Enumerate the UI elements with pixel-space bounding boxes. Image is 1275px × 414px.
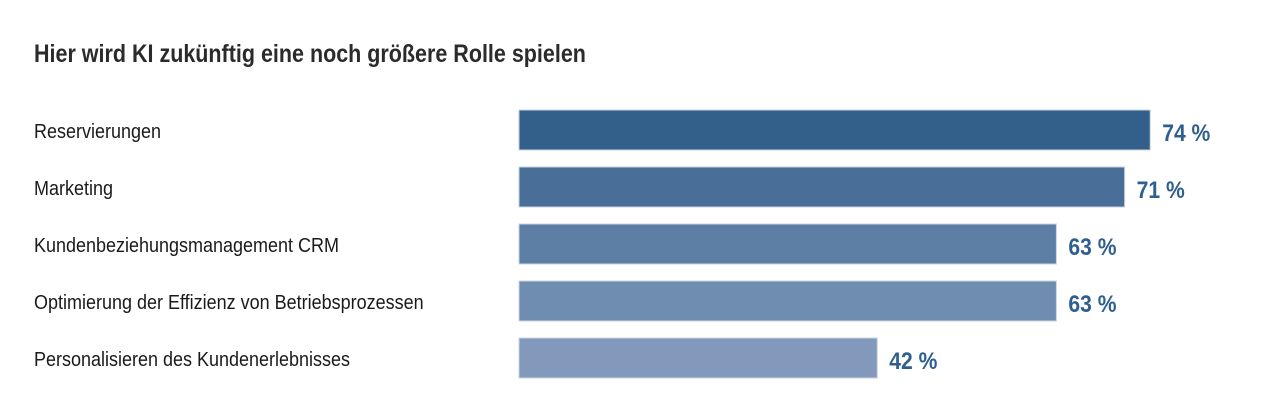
category-label: Personalisieren des Kundenerlebnisses [34, 349, 350, 371]
bar [518, 223, 1057, 265]
value-label: 71 % [1137, 177, 1185, 204]
category-label: Kundenbeziehungsmanagement CRM [34, 235, 339, 257]
value-label: 74 % [1162, 120, 1210, 147]
value-label: 63 % [1068, 234, 1116, 261]
chart-title: Hier wird KI zukünftig eine noch größere… [34, 40, 586, 68]
bar [518, 109, 1151, 151]
value-label: 63 % [1068, 291, 1116, 318]
bar [518, 337, 878, 379]
category-label: Optimierung der Effizienz von Betriebspr… [34, 292, 424, 314]
bar [518, 280, 1057, 322]
category-label: Marketing [34, 178, 113, 200]
bar [518, 166, 1126, 208]
category-label: Reservierungen [34, 121, 161, 143]
value-label: 42 % [889, 348, 937, 375]
